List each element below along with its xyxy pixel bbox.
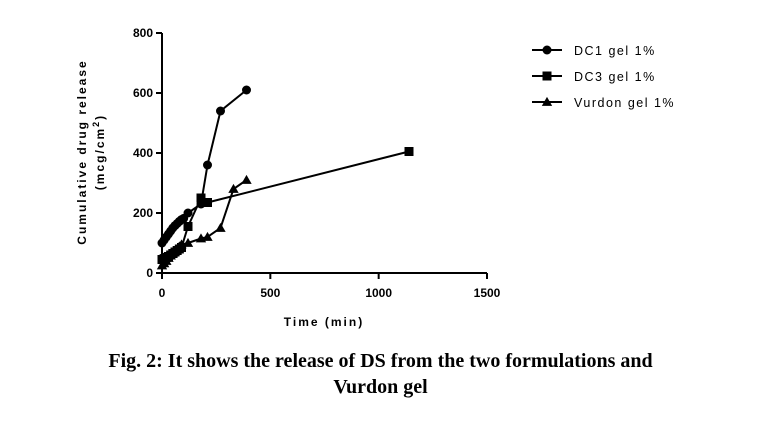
series-3 [156, 174, 252, 270]
data-point [183, 222, 193, 231]
series-1 [157, 85, 251, 248]
y-tick-label: 600 [133, 86, 153, 100]
y-axis-title-line1: Cumulative drug release [75, 59, 89, 244]
caption-line-2: Vurdon gel [333, 376, 428, 398]
y-tick-label: 200 [133, 206, 153, 220]
data-point [203, 198, 212, 207]
chart-axes: 0 200 400 600 800 0 500 1000 1500 [133, 26, 501, 300]
figure-caption: Fig. 2: It shows the release of DS from … [0, 348, 761, 400]
legend-item-1: DC1 gel 1% [532, 44, 656, 58]
data-point [241, 174, 252, 184]
x-tick-label: 500 [260, 286, 280, 300]
y-axis-title-close: ) [93, 114, 107, 120]
series-2 [157, 147, 414, 264]
data-point [182, 237, 194, 247]
data-point [196, 193, 206, 203]
y-tick-label: 400 [133, 146, 153, 160]
y-tick-label: 800 [133, 26, 153, 40]
legend-label: DC1 gel 1% [574, 44, 656, 58]
chart-legend: DC1 gel 1% DC3 gel 1% Vurdon gel 1% [532, 44, 675, 110]
data-point [404, 147, 414, 156]
y-axis-title-line2: (mcg/cm2) [91, 114, 107, 190]
legend-label: Vurdon gel 1% [574, 96, 675, 110]
data-point [242, 85, 251, 95]
y-tick-label: 0 [146, 266, 153, 280]
x-tick-label: 0 [159, 286, 166, 300]
y-axis-title-superscript: 2 [91, 120, 101, 127]
legend-marker [542, 45, 552, 55]
legend-marker [542, 71, 552, 81]
data-point [228, 183, 239, 193]
x-axis-title: Time (min) [284, 315, 364, 329]
chart-series-layer [156, 85, 414, 270]
legend-item-2: DC3 gel 1% [532, 70, 656, 84]
x-tick-label: 1500 [474, 286, 501, 300]
y-axis-title: Cumulative drug release (mcg/cm2) [75, 59, 107, 244]
legend-label: DC3 gel 1% [574, 70, 656, 84]
data-point [215, 222, 226, 232]
y-axis-title-unit: (mcg/cm [93, 127, 107, 190]
data-point [216, 106, 225, 116]
line-chart: 0 200 400 600 800 0 500 1000 1500 DC1 gel 1% DC3 … [75, 26, 675, 329]
data-point [202, 231, 213, 241]
legend-item-3: Vurdon gel 1% [532, 96, 675, 110]
data-point [203, 160, 212, 170]
x-tick-label: 1000 [365, 286, 392, 300]
data-point [183, 208, 193, 218]
caption-line-1: Fig. 2: It shows the release of DS from … [108, 350, 653, 372]
legend-marker [541, 96, 553, 106]
